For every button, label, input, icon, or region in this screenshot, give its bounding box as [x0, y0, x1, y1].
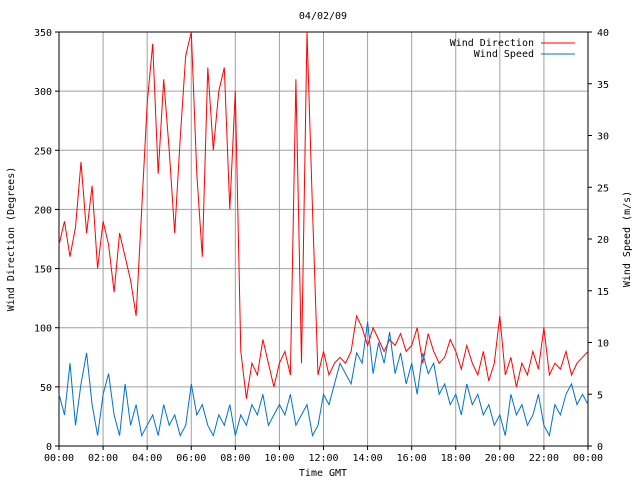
- right-axis-ticks: 0 5 10 15 20 25 30 35 40: [588, 28, 609, 453]
- left-tick-label: 200: [34, 205, 52, 216]
- right-tick-label: 25: [597, 183, 609, 194]
- right-tick-label: 35: [597, 80, 609, 91]
- left-axis-ticks: 0 50 100 150 200 250 300 350: [34, 28, 59, 453]
- x-tick-label: 00:00: [44, 453, 74, 464]
- x-tick-label: 10:00: [264, 453, 294, 464]
- right-tick-label: 15: [597, 287, 609, 298]
- x-tick-label: 18:00: [441, 453, 471, 464]
- legend: Wind Direction Wind Speed: [450, 38, 575, 60]
- left-tick-label: 300: [34, 87, 52, 98]
- series-layer: [58, 31, 589, 438]
- chart-title: 04/02/09: [299, 11, 347, 22]
- left-tick-label: 50: [40, 383, 52, 394]
- x-tick-label: 16:00: [397, 453, 427, 464]
- right-tick-label: 5: [597, 390, 603, 401]
- left-tick-label: 250: [34, 146, 52, 157]
- right-axis-label: Wind Speed (m/s): [622, 191, 633, 287]
- legend-label-wind-direction: Wind Direction: [450, 38, 534, 49]
- right-tick-label: 0: [597, 442, 603, 453]
- x-tick-label: 02:00: [88, 453, 118, 464]
- x-tick-label: 22:00: [529, 453, 559, 464]
- x-axis-ticks: 00:00 02:00 04:00 06:00 08:00 10:00 12:00 14:00…: [44, 446, 603, 464]
- x-tick-label: 08:00: [220, 453, 250, 464]
- left-tick-label: 0: [46, 442, 52, 453]
- legend-label-wind-speed: Wind Speed: [474, 49, 534, 60]
- right-tick-label: 20: [597, 235, 609, 246]
- x-tick-label: 20:00: [485, 453, 515, 464]
- x-tick-label: 04:00: [132, 453, 162, 464]
- series-line-wind-speed: [58, 321, 589, 438]
- right-tick-label: 40: [597, 28, 609, 39]
- x-tick-label: 14:00: [353, 453, 383, 464]
- left-tick-label: 150: [34, 265, 52, 276]
- x-tick-label: 06:00: [176, 453, 206, 464]
- x-tick-label: 12:00: [308, 453, 338, 464]
- left-tick-label: 350: [34, 28, 52, 39]
- series-line-wind-direction: [58, 31, 589, 399]
- left-tick-label: 100: [34, 324, 52, 335]
- right-tick-label: 10: [597, 339, 609, 350]
- x-axis-label: Time GMT: [299, 468, 347, 479]
- x-tick-label: 00:00: [573, 453, 603, 464]
- right-tick-label: 30: [597, 132, 609, 143]
- left-axis-label: Wind Direction (Degrees): [6, 167, 17, 312]
